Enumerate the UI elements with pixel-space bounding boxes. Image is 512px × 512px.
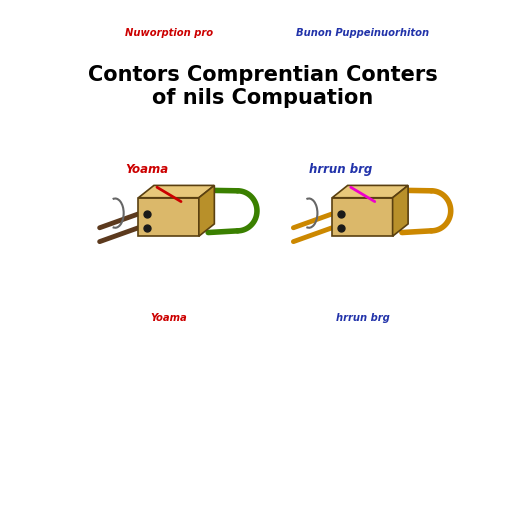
Text: Yoama: Yoama [150, 313, 187, 323]
Polygon shape [332, 198, 393, 236]
Text: of nils Compuation: of nils Compuation [152, 88, 373, 108]
Text: hrrun brg: hrrun brg [335, 313, 389, 323]
Text: hrrun brg: hrrun brg [309, 163, 372, 176]
Polygon shape [332, 185, 408, 198]
Text: Yoama: Yoama [125, 163, 168, 176]
Text: Nuworption pro: Nuworption pro [124, 28, 212, 38]
Polygon shape [138, 198, 199, 236]
Polygon shape [138, 185, 215, 198]
Polygon shape [199, 185, 215, 236]
Polygon shape [393, 185, 408, 236]
Text: Contors Comprentian Conters: Contors Comprentian Conters [88, 65, 437, 84]
Text: Bunon Puppeinuorhiton: Bunon Puppeinuorhiton [296, 28, 429, 38]
